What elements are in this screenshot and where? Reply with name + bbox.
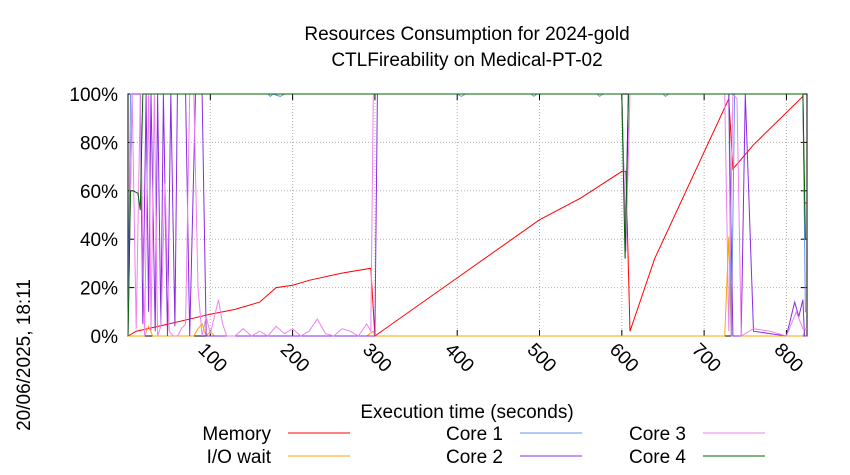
y-tick-label: 100% [69,85,118,106]
y-tick-label: 20% [80,279,118,300]
x-tick-label: 500 [523,339,560,376]
y-tick-label: 80% [80,133,118,154]
x-axis-label: Execution time (seconds) [360,402,573,423]
x-tick-label: 400 [440,339,477,376]
legend-label: Core 1 [446,424,503,445]
y-tick-label: 60% [80,182,118,203]
chart-title: Resources Consumption for 2024-gold [304,24,629,45]
legend-label: I/O wait [207,447,272,468]
timestamp-label: 20/06/2025, 18:11 [14,279,35,431]
grid [128,94,807,336]
series-line-core-2 [127,93,807,337]
x-tick-label: 100 [194,339,231,376]
legend-label: Memory [202,424,271,445]
legend-label: Core 4 [629,447,686,468]
x-tick-label: 700 [687,339,724,376]
legend-label: Core 3 [629,424,686,445]
series-line-core-1 [127,93,807,337]
y-axis: 0% 20% 40% 60% 80% 100% [69,85,807,348]
y-tick-label: 40% [80,230,118,251]
y-tick-label: 0% [91,327,119,348]
legend-label: Core 2 [446,447,503,468]
chart-subtitle: CTLFireability on Medical-PT-02 [331,50,602,71]
x-tick-label: 800 [770,339,807,376]
series-line-i-o-wait [128,236,807,337]
series-line-memory [127,95,807,337]
series-lines [127,92,807,337]
x-axis: 100 200 300 400 500 600 700 800 [194,94,807,377]
x-tick-label: 300 [358,339,395,376]
x-tick-label: 600 [605,339,642,376]
plot-frame [127,93,808,337]
series-line-core-4 [127,93,807,337]
series-line-core-3 [127,92,807,337]
x-tick-label: 200 [276,339,313,376]
